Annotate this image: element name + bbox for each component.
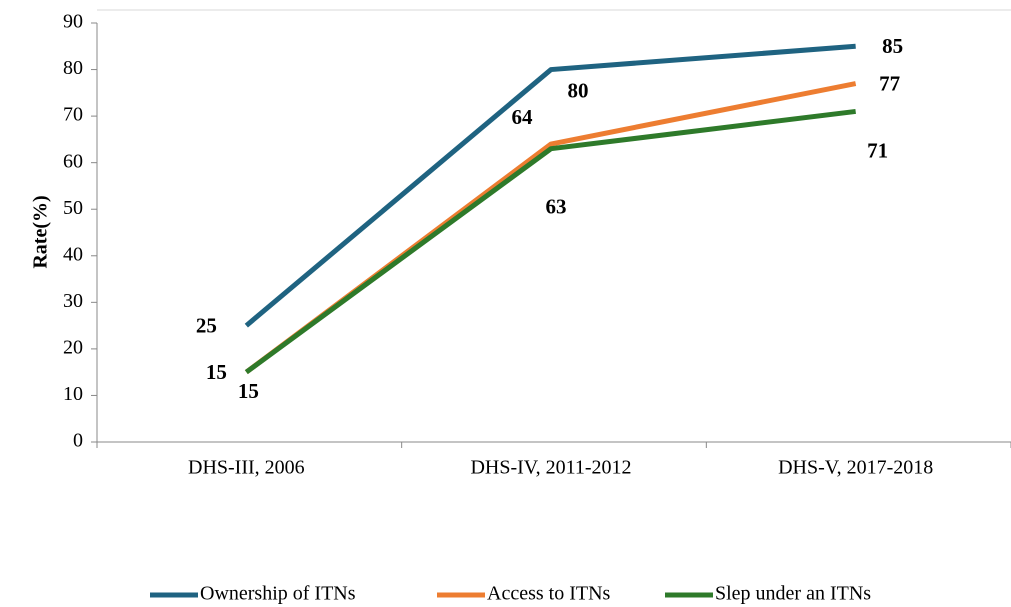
y-axis-title: Rate(%): [30, 195, 52, 268]
y-tick-label: 20: [63, 336, 83, 358]
series-line: [244, 81, 857, 375]
legend-label: Slep under an ITNs: [715, 583, 871, 605]
y-tick-label: 70: [63, 104, 83, 126]
y-tick-label: 0: [73, 430, 83, 452]
data-label: 25: [196, 313, 217, 337]
legend-label: Access to ITNs: [487, 583, 611, 605]
x-tick-label: DHS-V, 2017-2018: [778, 457, 933, 479]
data-label: 15: [238, 379, 259, 403]
data-label: 77: [879, 71, 900, 95]
y-tick-label: 30: [63, 290, 83, 312]
data-label: 80: [568, 78, 589, 102]
data-label: 64: [512, 105, 534, 129]
legend-label: Ownership of ITNs: [200, 583, 356, 605]
data-label: 71: [867, 138, 888, 162]
y-tick-label: 60: [63, 150, 83, 172]
x-tick-label: DHS-III, 2006: [188, 457, 305, 479]
y-tick-label: 40: [63, 243, 83, 265]
data-label: 63: [546, 195, 567, 219]
y-tick-label: 80: [63, 57, 83, 79]
series-line: [244, 43, 856, 328]
data-label: 85: [882, 34, 903, 58]
data-label: 15: [206, 360, 227, 384]
series-line: [244, 108, 856, 375]
y-tick-label: 10: [63, 383, 83, 405]
y-tick-label: 50: [63, 197, 83, 219]
x-tick-label: DHS-IV, 2011-2012: [470, 457, 631, 479]
y-tick-label: 90: [63, 11, 83, 33]
